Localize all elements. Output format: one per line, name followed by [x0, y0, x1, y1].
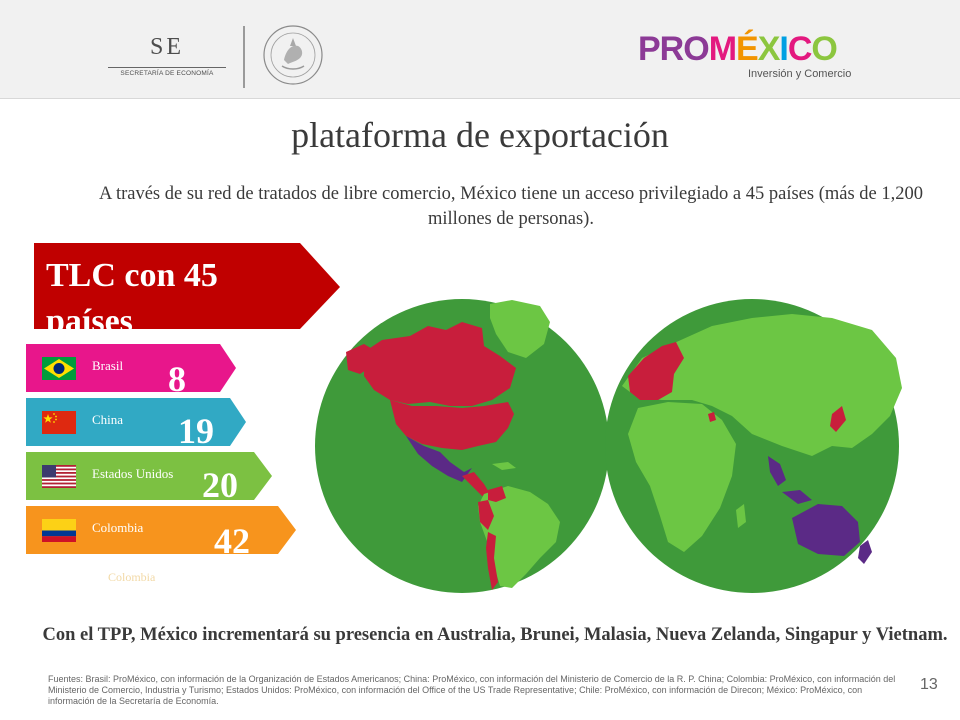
country-row-colombia: Colombia 42	[26, 506, 298, 561]
colombia-region	[488, 486, 506, 502]
world-map	[315, 299, 902, 593]
header-bar: SE SECRETARÍA DE ECONOMÍA PROMÉXICO Inve…	[0, 0, 960, 99]
new-zealand-region	[858, 540, 872, 564]
ghost-label: Colombia	[108, 570, 156, 584]
se-logo-line	[108, 67, 226, 68]
peru-region	[478, 500, 494, 530]
country-arrow	[26, 506, 296, 554]
header-divider	[243, 26, 245, 88]
israel-region	[708, 412, 716, 422]
country-row-brasil: Brasil 8	[26, 344, 298, 399]
usa-flag-icon	[42, 465, 76, 488]
country-name: China	[92, 412, 124, 427]
intro-text: A través de su red de tratados de libre …	[99, 184, 923, 229]
promexico-pro: PRO	[638, 30, 710, 68]
brazil-flag-icon	[42, 357, 76, 380]
country-name: Estados Unidos	[92, 466, 174, 481]
tlc-banner: TLC con 45 países	[34, 243, 340, 329]
promexico-letter: É	[736, 30, 759, 68]
promexico-letter: I	[779, 30, 789, 68]
promexico-wordmark: PROMÉXICO	[638, 30, 838, 69]
country-row-estados-unidos: Estados Unidos 20	[26, 452, 298, 505]
promexico-letter: M	[708, 30, 737, 68]
promexico-subtitle: Inversión y Comercio	[748, 68, 852, 80]
promexico-letter: O	[811, 30, 837, 68]
country-value: 8	[168, 359, 186, 399]
eastern-hemisphere	[605, 299, 902, 593]
southeast-asia-region	[768, 456, 786, 486]
slide-title: plataforma de exportación	[291, 115, 669, 155]
colombia-flag-icon	[42, 519, 76, 542]
mexico-region	[406, 436, 472, 482]
europe-region	[628, 342, 684, 400]
tlc-banner-label: TLC con 45 países	[46, 257, 218, 329]
country-value: 20	[202, 465, 238, 505]
country-arrow	[26, 398, 246, 446]
country-name: Colombia	[92, 520, 144, 535]
country-arrow	[26, 344, 236, 392]
promexico-logo: PROMÉXICO Inversión y Comercio	[638, 30, 858, 86]
chile-region	[486, 532, 498, 590]
country-value: 42	[214, 521, 250, 561]
se-logo-subtitle: SECRETARÍA DE ECONOMÍA	[120, 70, 214, 77]
promexico-mexico: MÉXICO	[708, 30, 838, 68]
canada-region	[364, 322, 516, 406]
country-arrow	[26, 452, 272, 500]
mexico-seal-icon	[263, 25, 323, 85]
western-hemisphere	[315, 299, 609, 593]
sources-text: Fuentes: Brasil: ProMéxico, con informac…	[48, 674, 896, 706]
tlc-banner-shape	[34, 243, 340, 329]
usa-region	[390, 400, 514, 450]
country-row-china: China 19	[26, 398, 298, 451]
tpp-statement: Con el TPP, México incrementará su prese…	[42, 625, 948, 645]
australia-region	[792, 504, 860, 556]
se-logo: SE SECRETARÍA DE ECONOMÍA	[108, 34, 226, 82]
se-logo-title: SE	[149, 34, 184, 60]
promexico-letter: C	[787, 30, 813, 68]
promexico-letter: X	[757, 30, 781, 68]
page-number: 13	[920, 676, 938, 693]
china-flag-icon	[42, 411, 76, 434]
country-name: Brasil	[92, 358, 124, 373]
japan-region	[830, 406, 846, 432]
country-value: 19	[178, 411, 214, 451]
